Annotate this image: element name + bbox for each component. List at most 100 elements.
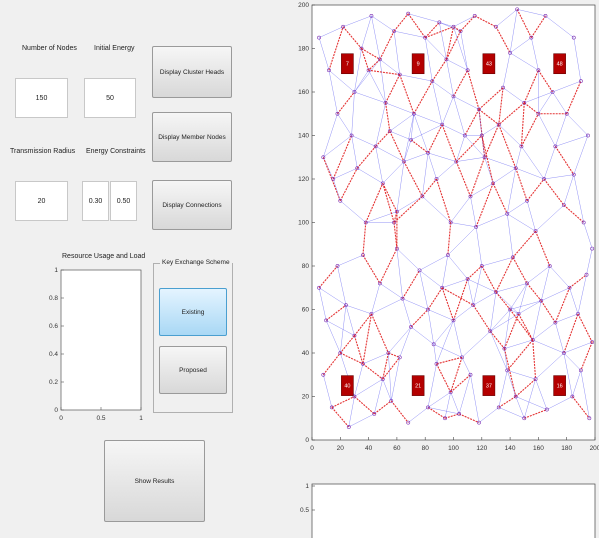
network-link <box>515 396 547 410</box>
network-link <box>455 135 483 162</box>
network-link <box>424 37 433 82</box>
network-link <box>375 146 405 162</box>
network-link <box>555 135 589 147</box>
network-link <box>586 248 593 275</box>
network-link <box>518 283 528 314</box>
network-link <box>526 283 542 302</box>
network-x-tick-label: 80 <box>422 445 430 452</box>
network-link <box>379 59 400 75</box>
show-results-button[interactable]: Show Results <box>104 440 205 522</box>
network-link <box>332 135 353 180</box>
display-member-nodes-button[interactable]: Display Member Nodes <box>152 112 232 162</box>
network-link <box>478 407 499 423</box>
network-link <box>503 348 517 397</box>
network-link <box>473 291 497 306</box>
network-link <box>509 309 534 341</box>
network-node <box>317 285 321 290</box>
bottom-y-tick-label: 0.5 <box>300 507 309 514</box>
network-link <box>492 167 516 184</box>
network-link <box>403 152 429 162</box>
network-link <box>515 378 536 397</box>
network-link <box>340 305 347 354</box>
network-y-tick-label: 180 <box>298 46 309 53</box>
network-link <box>399 74 433 82</box>
network-node <box>369 13 374 18</box>
network-node <box>539 298 544 303</box>
network-node <box>570 394 575 399</box>
network-node <box>590 246 595 251</box>
network-link <box>356 146 377 169</box>
network-link <box>507 370 536 380</box>
network-link <box>538 113 556 147</box>
network-link <box>461 357 471 375</box>
network-node <box>352 90 357 94</box>
network-link <box>450 392 460 414</box>
network-link <box>403 113 415 162</box>
network-node <box>317 35 321 40</box>
cluster-head-marker <box>341 53 354 75</box>
network-link <box>543 178 565 206</box>
network-link <box>470 183 494 197</box>
existing-button[interactable]: Existing <box>159 288 227 336</box>
network-link <box>478 87 504 110</box>
network-node <box>423 35 428 40</box>
network-node <box>533 377 538 382</box>
display-connections-button[interactable]: Display Connections <box>152 180 232 230</box>
network-node <box>373 144 378 149</box>
network-link <box>498 396 517 408</box>
network-node <box>430 79 435 84</box>
network-node <box>513 394 518 399</box>
network-link <box>427 391 451 408</box>
network-x-tick-label: 200 <box>590 445 599 452</box>
energy-min-field[interactable]: 0.30 <box>82 181 109 221</box>
network-link <box>510 300 542 310</box>
network-link <box>328 70 338 114</box>
network-link <box>492 183 508 215</box>
display-cluster-heads-button[interactable]: Display Cluster Heads <box>152 46 232 98</box>
network-link <box>572 370 582 397</box>
network-link <box>481 135 494 184</box>
network-link <box>396 248 403 299</box>
network-link <box>427 309 434 345</box>
network-link <box>318 287 347 306</box>
network-link <box>532 339 537 380</box>
network-link <box>507 200 528 215</box>
network-link <box>385 102 391 132</box>
resource-y-tick-label: 0.2 <box>49 379 58 386</box>
network-link <box>323 135 352 158</box>
energy-max-field[interactable]: 0.50 <box>110 181 137 221</box>
proposed-button[interactable]: Proposed <box>159 346 227 394</box>
network-link <box>368 70 386 103</box>
network-node <box>544 407 549 412</box>
network-link <box>535 204 565 232</box>
network-link <box>393 195 423 223</box>
network-y-ticks: 0 20 40 60 80 100 120 140 160 180 200 <box>298 2 315 444</box>
network-node <box>392 29 396 34</box>
tx-radius-field[interactable]: 20 <box>15 181 68 221</box>
network-cluster-heads: 7 9 43 48 40 21 37 16 <box>341 53 566 396</box>
network-link <box>436 363 452 393</box>
network-node <box>571 35 576 40</box>
network-link <box>515 146 522 169</box>
network-link <box>410 124 443 141</box>
network-node <box>426 307 430 312</box>
network-link <box>332 178 341 201</box>
num-nodes-field[interactable]: 150 <box>15 78 68 118</box>
initial-energy-field[interactable]: 50 <box>84 78 136 118</box>
network-x-tick-label: 40 <box>365 445 373 452</box>
network-link <box>526 178 545 202</box>
network-node <box>477 420 481 425</box>
network-node <box>508 307 513 312</box>
network-link <box>436 320 454 364</box>
network-node <box>519 144 524 149</box>
network-link <box>354 363 364 397</box>
network-link <box>403 161 423 197</box>
network-node <box>508 50 513 55</box>
network-link <box>495 9 518 27</box>
network-link <box>444 413 460 419</box>
network-link <box>532 339 564 354</box>
network-link <box>498 102 525 126</box>
network-link <box>422 196 451 223</box>
network-link <box>339 335 355 354</box>
network-node <box>372 411 377 416</box>
